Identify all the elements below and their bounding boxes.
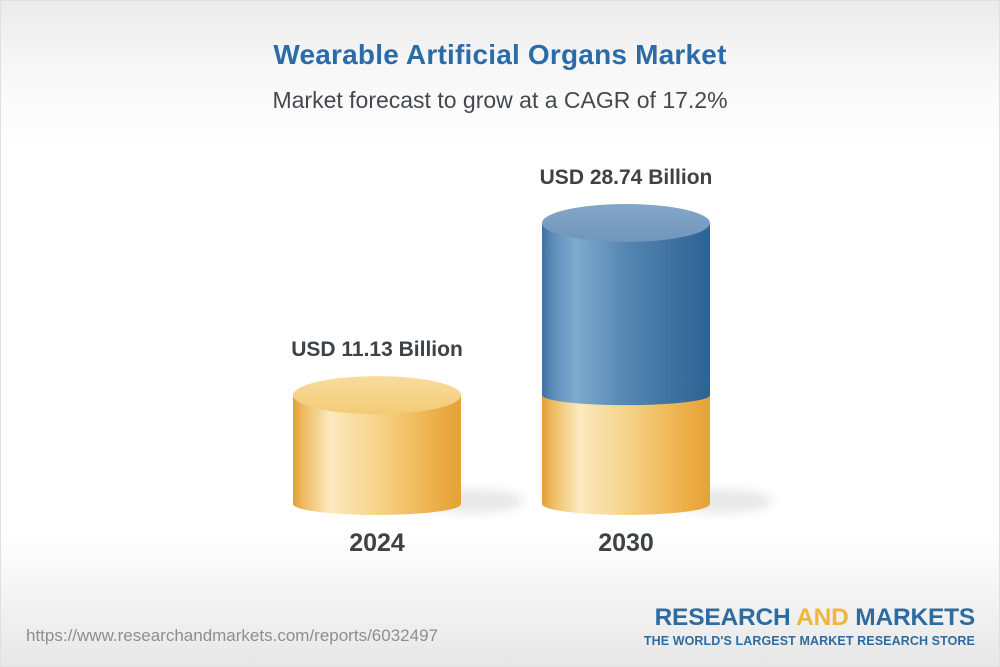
blue-segment-top: [542, 204, 710, 242]
page-subtitle: Market forecast to grow at a CAGR of 17.…: [272, 87, 728, 113]
value-label-2030: USD 28.74 Billion: [539, 166, 713, 189]
category-label-2024: 2024: [349, 529, 405, 557]
yellow-segment-body: [542, 395, 710, 504]
logo-wordmark: RESEARCH AND MARKETS: [644, 604, 976, 631]
report-url: https://www.researchandmarkets.com/repor…: [26, 626, 438, 645]
logo-tagline: THE WORLD'S LARGEST MARKET RESEARCH STOR…: [643, 633, 975, 648]
logo-word-and: AND: [796, 604, 849, 631]
yellow-segment-top: [293, 376, 461, 415]
logo-word-markets: MARKETS: [855, 604, 975, 631]
page-title: Wearable Artificial Organs Market: [273, 39, 727, 70]
cylinder-bar-2024: [293, 376, 524, 515]
category-label-2030: 2030: [598, 529, 654, 557]
value-label-2024: USD 11.13 Billion: [291, 338, 463, 362]
logo-word-research: RESEARCH: [654, 604, 791, 631]
cylinder-bar-2030: [542, 204, 773, 515]
research-and-markets-logo: RESEARCH AND MARKETS THE WORLD'S LARGEST…: [643, 604, 976, 648]
blue-segment-body: [542, 223, 710, 396]
